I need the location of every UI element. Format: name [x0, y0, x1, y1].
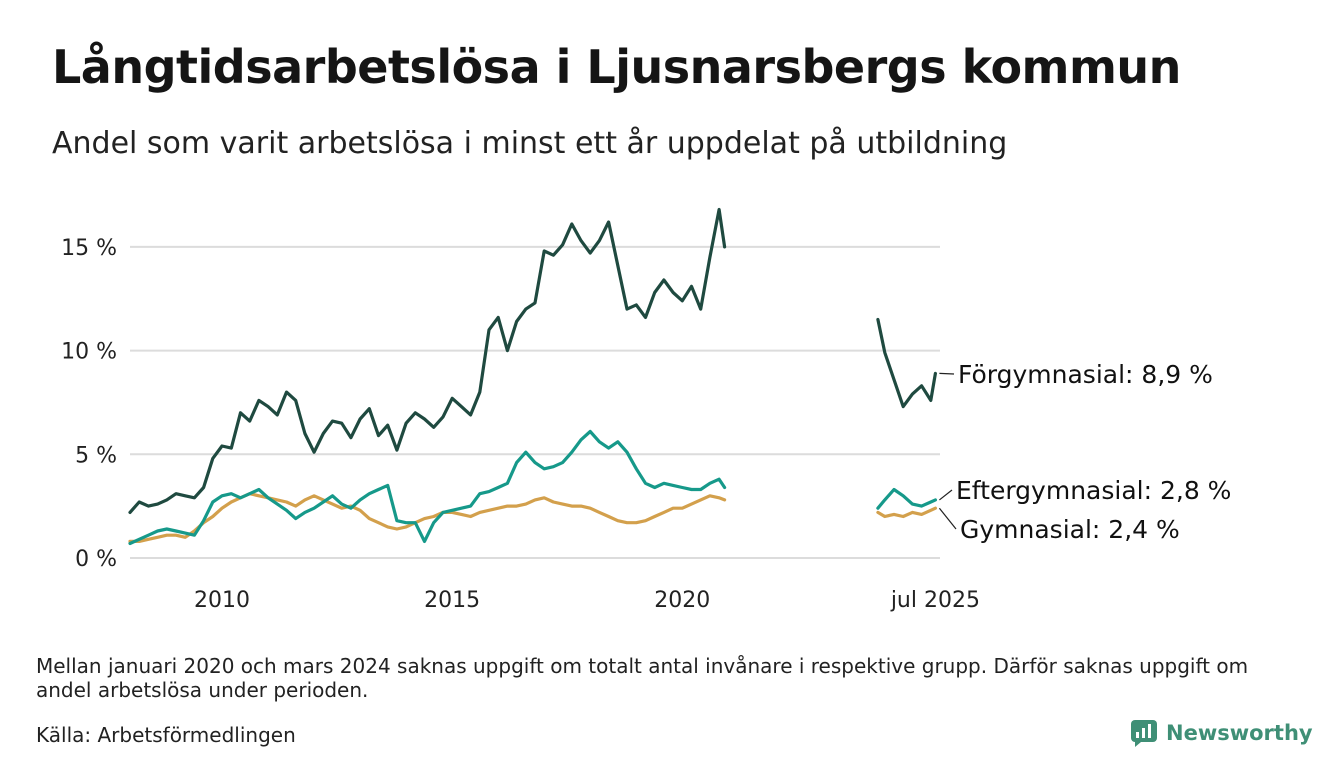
y-tick-label: 5 %	[75, 443, 117, 468]
y-axis-ticks: 0 % 5 % 10 % 15 %	[61, 236, 117, 572]
x-tick-label: jul 2025	[890, 588, 980, 613]
series-end-labels: Förgymnasial: 8,9 % Eftergymnasial: 2,8 %…	[938, 360, 1231, 544]
grid-lines	[130, 245, 940, 559]
y-tick-label: 15 %	[61, 236, 117, 261]
brand-name: Newsworthy	[1166, 721, 1313, 745]
chart-title: Långtidsarbetslösa i Ljusnarsbergs kommu…	[52, 40, 1181, 94]
bar-chart-icon	[1131, 720, 1157, 747]
series-line-eftergymnasial	[876, 487, 937, 510]
newsworthy-logo: Newsworthy	[1130, 719, 1313, 747]
label-connector	[939, 489, 953, 501]
y-tick-label: 10 %	[61, 340, 117, 365]
footnote: Mellan januari 2020 och mars 2024 saknas…	[36, 654, 1249, 702]
series-end-label: Gymnasial: 2,4 %	[960, 515, 1180, 544]
series-end-label: Eftergymnasial: 2,8 %	[956, 476, 1231, 505]
x-axis-ticks: 2010 2015 2020 jul 2025	[194, 588, 980, 613]
chart-subtitle: Andel som varit arbetslösa i minst ett å…	[52, 126, 1008, 161]
series-line-förgymnasial	[876, 317, 937, 409]
series-lines	[128, 207, 937, 546]
series-line-förgymnasial	[128, 207, 727, 514]
series-line-eftergymnasial	[128, 429, 727, 546]
x-tick-label: 2010	[194, 588, 250, 613]
y-tick-label: 0 %	[75, 547, 117, 572]
line-chart: 0 % 5 % 10 % 15 % 2010 2015 2020 jul 2025 Förg…	[61, 207, 1231, 613]
x-tick-label: 2020	[654, 588, 710, 613]
series-line-gymnasial	[876, 506, 937, 519]
label-connector	[938, 507, 957, 530]
label-connector	[939, 372, 955, 375]
series-end-label: Förgymnasial: 8,9 %	[958, 360, 1213, 389]
series-line-gymnasial	[128, 492, 727, 543]
source-text: Källa: Arbetsförmedlingen	[36, 723, 296, 747]
x-tick-label: 2015	[424, 588, 480, 613]
